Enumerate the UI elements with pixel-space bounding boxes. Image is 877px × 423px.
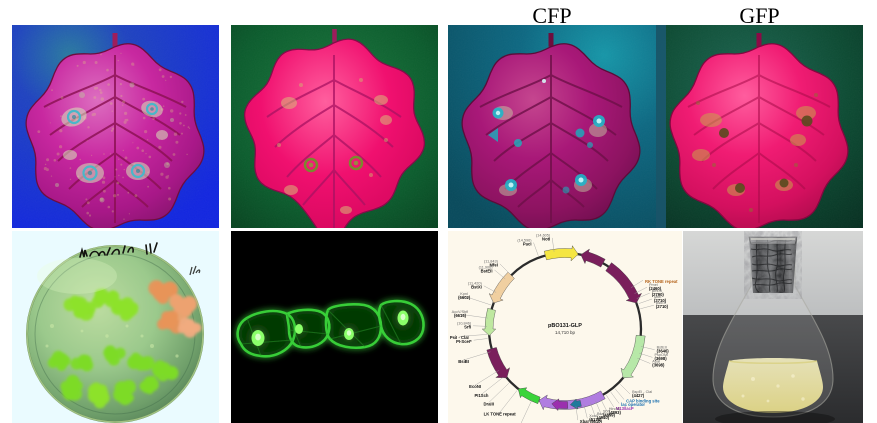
- svg-text:14,710 bp: 14,710 bp: [555, 330, 576, 335]
- svg-text:BstXI: BstXI: [471, 285, 482, 290]
- svg-text:BstEII: BstEII: [481, 269, 493, 274]
- svg-text:(3698): (3698): [652, 362, 665, 367]
- svg-text:(6616): (6616): [454, 313, 467, 318]
- svg-text:SrfI: SrfI: [464, 325, 471, 330]
- svg-text:DraIII: DraIII: [483, 401, 493, 406]
- svg-text:(2710): (2710): [656, 304, 669, 309]
- svg-text:PsiI - ClaI: PsiI - ClaI: [450, 335, 469, 340]
- svg-text:EcoNI: EcoNI: [469, 384, 481, 389]
- svg-text:BsiBI: BsiBI: [458, 359, 469, 364]
- svg-text:PacI: PacI: [523, 241, 532, 246]
- svg-text:(6602): (6602): [458, 295, 471, 300]
- svg-text:(4427): (4427): [632, 393, 645, 398]
- svg-text:PI1Sch: PI1Sch: [475, 393, 489, 398]
- svg-text:XbaI (5610): XbaI (5610): [580, 419, 603, 423]
- svg-text:LK TONE repeat: LK TONE repeat: [484, 411, 517, 416]
- svg-text:NotI: NotI: [542, 237, 550, 242]
- svg-text:pBO131-GLP: pBO131-GLP: [548, 323, 582, 329]
